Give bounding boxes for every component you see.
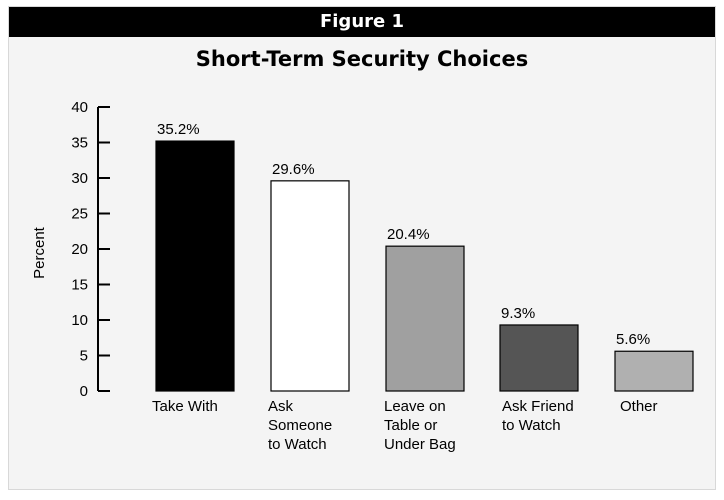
data-label: 29.6% [272,161,315,178]
y-tick-label: 40 [71,99,88,116]
y-tick-label: 35 [71,135,88,152]
category-label: Leave on Table or Under Bag [384,398,456,453]
data-label: 5.6% [616,331,650,348]
bar [385,245,465,392]
y-tick-label: 15 [71,277,88,294]
category-label: Ask Friend to Watch [502,398,574,434]
y-tick-label: 10 [71,312,88,329]
chart-title: Short-Term Security Choices [195,47,529,71]
y-tick-label: 30 [71,170,88,187]
y-axis-label: Percent [31,226,48,279]
figure-frame: Figure 1 Short-Term Security Choices [8,6,716,490]
bar [614,350,694,392]
bar [499,324,579,392]
y-tick-label: 0 [80,383,88,400]
data-label: 9.3% [501,305,535,322]
y-tick-label: 5 [80,348,88,365]
category-label: Ask Someone to Watch [268,398,332,453]
category-label: Other [620,398,658,415]
bar [155,140,235,392]
data-label: 35.2% [157,121,200,138]
figure-banner: Figure 1 [9,7,715,37]
y-tick-label: 20 [71,241,88,258]
bar [270,180,350,392]
y-tick-label: 25 [71,206,88,223]
category-label: Take With [152,398,218,415]
data-label: 20.4% [387,226,430,243]
